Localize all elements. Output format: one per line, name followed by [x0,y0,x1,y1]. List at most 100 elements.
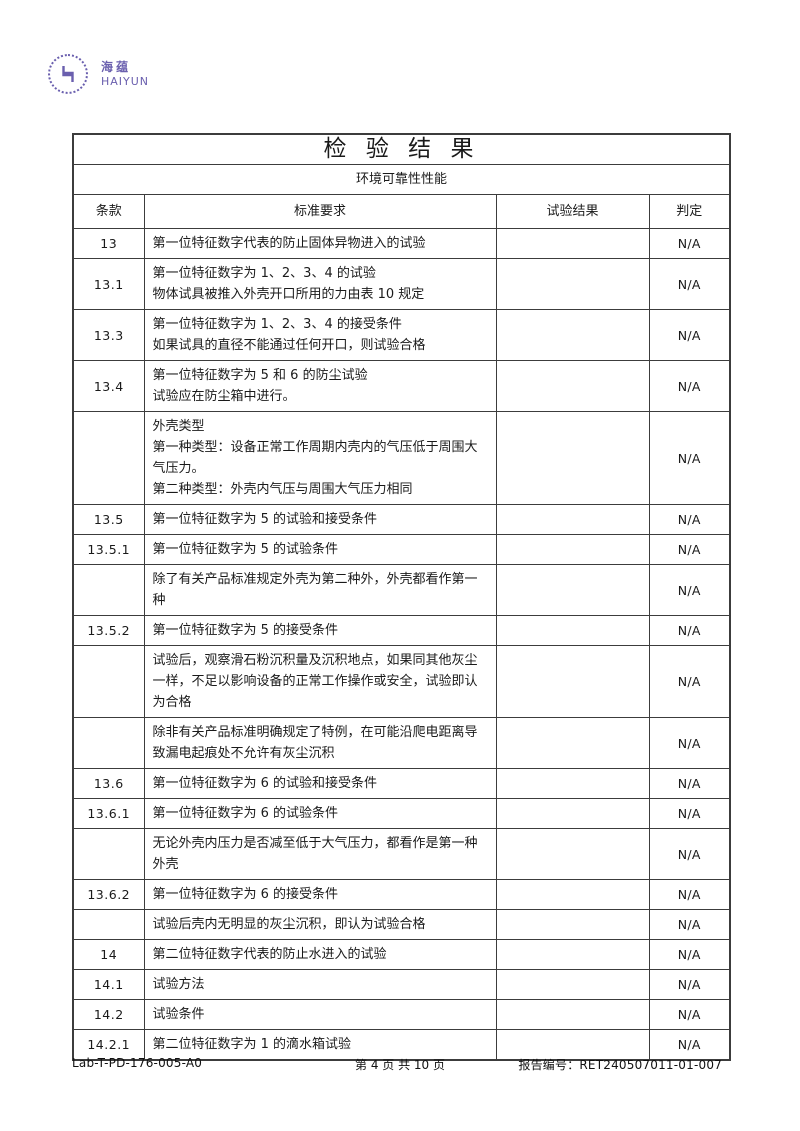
requirement-cell: 试验方法 [143,969,497,1000]
requirement-cell: 第一位特征数字为 5 的接受条件 [143,615,497,646]
requirement-cell: 第一位特征数字为 5 和 6 的防尘试验 试验应在防尘箱中进行。 [143,360,497,412]
result-cell [495,1029,650,1061]
table-row: 14.1 试验方法 N/A [72,969,731,1000]
clause-cell: 13.4 [72,360,145,412]
logo-name-zh: 海蕴 [101,59,132,74]
clause-cell: 13.6.1 [72,798,145,829]
requirement-cell: 无论外壳内压力是否减至低于大气压力，都看作是第一种外壳 [143,828,497,880]
requirement-cell: 第一位特征数字为 6 的试验和接受条件 [143,768,497,799]
requirement-cell: 试验后壳内无明显的灰尘沉积，即认为试验合格 [143,909,497,940]
clause-cell: 13.6.2 [72,879,145,910]
clause-cell [72,411,145,505]
verdict-cell: N/A [648,939,731,970]
table-row: 13 第一位特征数字代表的防止固体异物进入的试验 N/A [72,228,731,259]
logo-text: 海蕴 HAIYUN [101,60,149,89]
report-number: 报告编号：RET240507011-01-007 [518,1058,722,1072]
table-row: 13.1 第一位特征数字为 1、2、3、4 的试验 物体试具被推入外壳开口所用的力… [72,258,731,310]
table-row: 无论外壳内压力是否减至低于大气压力，都看作是第一种外壳 N/A [72,828,731,880]
table-row: 试验后，观察滑石粉沉积量及沉积地点，如果同其他灰尘一样，不足以影响设备的正常工作… [72,645,731,718]
table-row: 13.5.2 第一位特征数字为 5 的接受条件 N/A [72,615,731,646]
verdict-cell: N/A [648,228,731,259]
result-cell [495,717,650,769]
clause-cell: 14.1 [72,969,145,1000]
table-row: 14.2.1 第二位特征数字为 1 的滴水箱试验 N/A [72,1029,731,1061]
result-cell [495,534,650,565]
requirement-cell: 第二位特征数字代表的防止水进入的试验 [143,939,497,970]
verdict-cell: N/A [648,564,731,616]
requirement-cell: 第一位特征数字代表的防止固体异物进入的试验 [143,228,497,259]
clause-cell: 13.1 [72,258,145,310]
table-row: 13.5.1 第一位特征数字为 5 的试验条件 N/A [72,534,731,565]
verdict-cell: N/A [648,411,731,505]
result-cell [495,999,650,1030]
result-cell [495,615,650,646]
verdict-cell: N/A [648,309,731,361]
verdict-cell: N/A [648,645,731,718]
verdict-cell: N/A [648,879,731,910]
requirement-cell: 除了有关产品标准规定外壳为第二种外，外壳都看作第一种 [143,564,497,616]
result-cell [495,564,650,616]
section-row: 环境可靠性性能 [72,164,731,195]
requirement-cell: 第二位特征数字为 1 的滴水箱试验 [143,1029,497,1061]
haiyun-monogram-icon [62,66,74,82]
title-row: 检 验 结 果 [72,133,731,165]
clause-cell: 13.5 [72,504,145,535]
haiyun-logo-ring [48,54,88,94]
requirement-cell: 第一位特征数字为 1、2、3、4 的接受条件 如果试具的直径不能通过任何开口，则… [143,309,497,361]
clause-cell: 13.5.2 [72,615,145,646]
clause-cell: 13.6 [72,768,145,799]
result-cell [495,228,650,259]
table-row: 试验后壳内无明显的灰尘沉积，即认为试验合格 N/A [72,909,731,940]
requirement-cell: 第一位特征数字为 1、2、3、4 的试验 物体试具被推入外壳开口所用的力由表 1… [143,258,497,310]
result-cell [495,645,650,718]
results-table-body: 13 第一位特征数字代表的防止固体异物进入的试验 N/A 13.1 第一位特征数字为 1… [72,228,731,1061]
page-footer: Lab-T-PD-176-005-A0 第 4 页 共 10 页 报告编号：RE… [0,1056,800,1074]
verdict-cell: N/A [648,534,731,565]
table-row: 14.2 试验条件 N/A [72,999,731,1030]
verdict-cell: N/A [648,798,731,829]
document-number: Lab-T-PD-176-005-A0 [72,1056,203,1070]
result-cell [495,798,650,829]
clause-cell: 14.2 [72,999,145,1030]
clause-cell [72,645,145,718]
requirement-cell: 第一位特征数字为 6 的试验条件 [143,798,497,829]
column-header-row: 条款 标准要求 试验结果 判定 [72,194,731,229]
clause-cell: 14.2.1 [72,1029,145,1061]
table-row: 除了有关产品标准规定外壳为第二种外，外壳都看作第一种 N/A [72,564,731,616]
table-row: 13.3 第一位特征数字为 1、2、3、4 的接受条件 如果试具的直径不能通过任何… [72,309,731,361]
result-cell [495,879,650,910]
result-cell [495,768,650,799]
clause-cell [72,717,145,769]
requirement-cell: 第一位特征数字为 5 的试验条件 [143,534,497,565]
verdict-cell: N/A [648,828,731,880]
clause-cell: 13.3 [72,309,145,361]
clause-cell: 14 [72,939,145,970]
table-row: 14 第二位特征数字代表的防止水进入的试验 N/A [72,939,731,970]
result-cell [495,258,650,310]
clause-cell [72,828,145,880]
requirement-cell: 第一位特征数字为 6 的接受条件 [143,879,497,910]
table-row: 13.5 第一位特征数字为 5 的试验和接受条件 N/A [72,504,731,535]
table-row: 13.4 第一位特征数字为 5 和 6 的防尘试验 试验应在防尘箱中进行。 N/A [72,360,731,412]
requirement-cell: 试验条件 [143,999,497,1030]
logo-name-en: HAIYUN [101,74,150,88]
result-cell [495,939,650,970]
clause-cell [72,909,145,940]
verdict-cell: N/A [648,360,731,412]
haiyun-logo: 海蕴 HAIYUN [48,54,149,94]
verdict-cell: N/A [648,999,731,1030]
requirement-cell: 除非有关产品标准明确规定了特例，在可能沿爬电距离导致漏电起痕处不允许有灰尘沉积 [143,717,497,769]
col-header-verdict: 判定 [648,194,731,229]
verdict-cell: N/A [648,615,731,646]
result-cell [495,504,650,535]
col-header-clause: 条款 [72,194,145,229]
result-cell [495,411,650,505]
result-cell [495,360,650,412]
clause-cell [72,564,145,616]
requirement-cell: 外壳类型 第一种类型：设备正常工作周期内壳内的气压低于周围大气压力。 第二种类型… [143,411,497,505]
table-row: 13.6 第一位特征数字为 6 的试验和接受条件 N/A [72,768,731,799]
verdict-cell: N/A [648,768,731,799]
result-cell [495,909,650,940]
section-title: 环境可靠性性能 [72,164,731,195]
